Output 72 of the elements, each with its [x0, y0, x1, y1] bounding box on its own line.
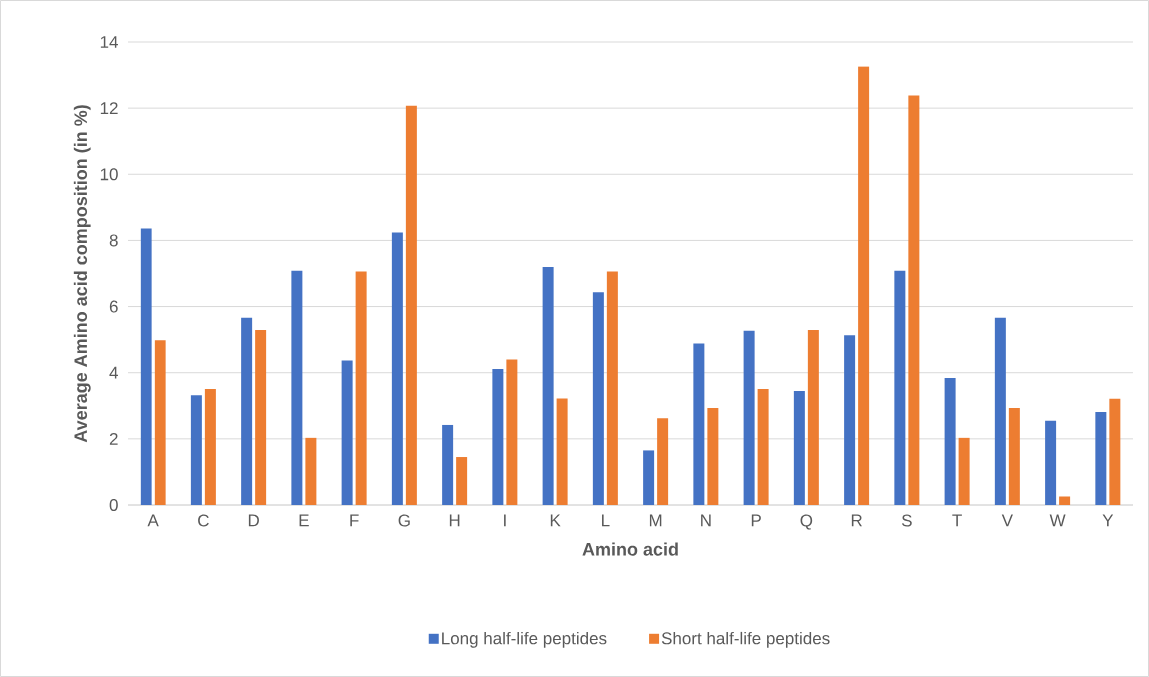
bar: [757, 388, 769, 505]
x-tick-label: H: [449, 514, 460, 527]
y-tick-label: 2: [109, 432, 118, 445]
bar: [154, 340, 166, 505]
x-tick-label: M: [649, 514, 662, 527]
bar: [355, 271, 367, 505]
bar: [405, 105, 417, 505]
bar: [958, 437, 970, 505]
bar: [442, 424, 454, 505]
bar: [1095, 412, 1107, 505]
bar: [556, 398, 568, 505]
bar: [305, 437, 317, 505]
bar: [657, 418, 669, 505]
x-tick-label: F: [350, 514, 359, 527]
y-tick-label: 14: [100, 36, 118, 48]
bar: [592, 292, 604, 505]
bar: [894, 270, 906, 505]
x-tick-label: K: [550, 514, 561, 527]
bar: [391, 232, 403, 505]
x-tick-label: A: [147, 514, 159, 527]
bar: [944, 377, 956, 505]
x-tick-label: E: [299, 514, 309, 527]
y-tick-label: 12: [100, 102, 118, 115]
x-tick-label: T: [952, 514, 962, 527]
bar: [456, 457, 468, 505]
bar: [743, 330, 755, 505]
x-tick-label: I: [504, 514, 506, 527]
y-tick-label: 8: [109, 234, 118, 247]
bar: [693, 343, 705, 505]
bar: [1008, 408, 1020, 505]
bar: [807, 330, 819, 505]
x-tick-label: P: [751, 514, 761, 527]
bar: [204, 388, 216, 505]
x-tick-label: Y: [1102, 514, 1114, 527]
bar: [506, 359, 518, 505]
x-tick-label: V: [1001, 514, 1013, 527]
bar: [908, 95, 920, 505]
x-tick-label: W: [1049, 514, 1066, 527]
bar: [190, 395, 202, 505]
x-tick-label: G: [398, 514, 410, 527]
bar: [844, 335, 856, 505]
x-tick-label: S: [901, 514, 912, 527]
bar: [1059, 496, 1071, 505]
x-tick-label: Q: [800, 514, 813, 530]
legend-label: Short half-life peptides: [661, 631, 830, 648]
y-tick-label: 4: [109, 366, 118, 379]
y-tick-label: 6: [109, 300, 118, 313]
bar: [643, 450, 655, 505]
x-tick-label: N: [701, 514, 711, 527]
bar: [255, 330, 267, 505]
x-tick-label: C: [198, 514, 209, 527]
bar: [793, 390, 805, 505]
legend-label: Long half-life peptides: [442, 631, 607, 648]
x-tick-label: L: [602, 514, 610, 527]
bar: [542, 266, 554, 505]
bar: [241, 317, 253, 505]
x-tick-label: D: [248, 514, 259, 527]
bar: [1109, 398, 1121, 505]
bar: [341, 360, 353, 505]
bar: [994, 317, 1006, 505]
bar: [140, 228, 152, 505]
bar: [707, 408, 719, 505]
bar: [291, 270, 303, 505]
x-axis-title: Amino acid: [582, 542, 678, 556]
bar: [858, 66, 870, 505]
y-axis-title: Average Amino acid composition (in %): [73, 105, 91, 443]
bar: [492, 369, 504, 505]
y-tick-label: 10: [100, 168, 118, 181]
x-tick-label: R: [851, 514, 862, 527]
bar: [606, 271, 618, 505]
bar: [1045, 420, 1057, 505]
y-tick-label: 0: [109, 498, 118, 512]
